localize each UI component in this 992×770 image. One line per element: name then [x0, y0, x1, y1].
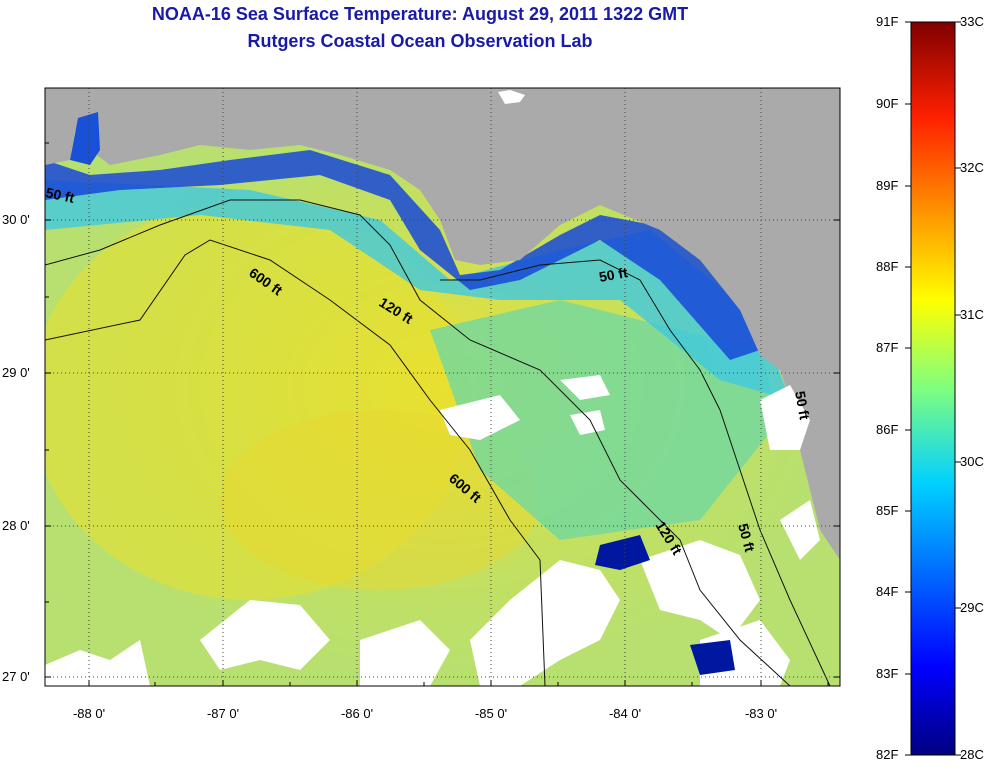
coastal-cold-band [45, 150, 760, 360]
colorbar-label-c: 28C [960, 747, 984, 762]
cold-patches [595, 535, 735, 675]
latitude-label: 30 0' [2, 212, 30, 227]
contour-label: 50 ft [44, 184, 76, 206]
colorbar-label-f: 82F [876, 747, 899, 762]
longitude-label: -83 0' [744, 706, 778, 721]
colorbar-ticks [905, 21, 961, 756]
colorbar [910, 21, 956, 756]
latitude-label: 28 0' [2, 518, 30, 533]
contour-label: 50 ft [792, 390, 813, 421]
contour-label: 50 ft [598, 264, 629, 285]
colorbar-label-c: 33C [960, 14, 984, 29]
colorbar-label-f: 89F [876, 178, 899, 193]
longitude-label: -85 0' [474, 706, 508, 721]
colorbar-label-f: 86F [876, 422, 899, 437]
contour-50ft [440, 259, 831, 686]
latitude-label: 27 0' [2, 669, 30, 684]
axis-ticks [45, 142, 840, 686]
contour-600ft [45, 239, 546, 686]
colorbar-label-c: 32C [960, 160, 984, 175]
colorbar-label-c: 31C [960, 307, 984, 322]
longitude-label: -86 0' [340, 706, 374, 721]
map-frame [44, 87, 841, 687]
colorbar-label-c: 30C [960, 454, 984, 469]
longitude-label: -84 0' [608, 706, 642, 721]
latitude-label: 29 0' [2, 365, 30, 380]
nearshore-cool-water [45, 180, 790, 400]
map-title: NOAA-16 Sea Surface Temperature: August … [151, 4, 689, 24]
cloud-patch-land [498, 90, 525, 104]
graticule [45, 88, 840, 686]
longitude-label: -88 0' [72, 706, 106, 721]
colorbar-label-f: 91F [876, 14, 899, 29]
depth-contours [45, 199, 831, 686]
contour-120ft [45, 199, 791, 686]
colorbar-label-f: 85F [876, 503, 899, 518]
colorbar-label-f: 83F [876, 666, 899, 681]
map-subtitle: Rutgers Coastal Ocean Observation Lab [247, 31, 593, 51]
colorbar-label-f: 84F [876, 584, 899, 599]
land-mass [45, 88, 840, 560]
longitude-label: -87 0' [206, 706, 240, 721]
colorbar-label-f: 87F [876, 340, 899, 355]
contour-label: 50 ft [735, 522, 758, 554]
colorbar-label-f: 88F [876, 259, 899, 274]
colorbar-label-f: 90F [876, 96, 899, 111]
colorbar-label-c: 29C [960, 600, 984, 615]
